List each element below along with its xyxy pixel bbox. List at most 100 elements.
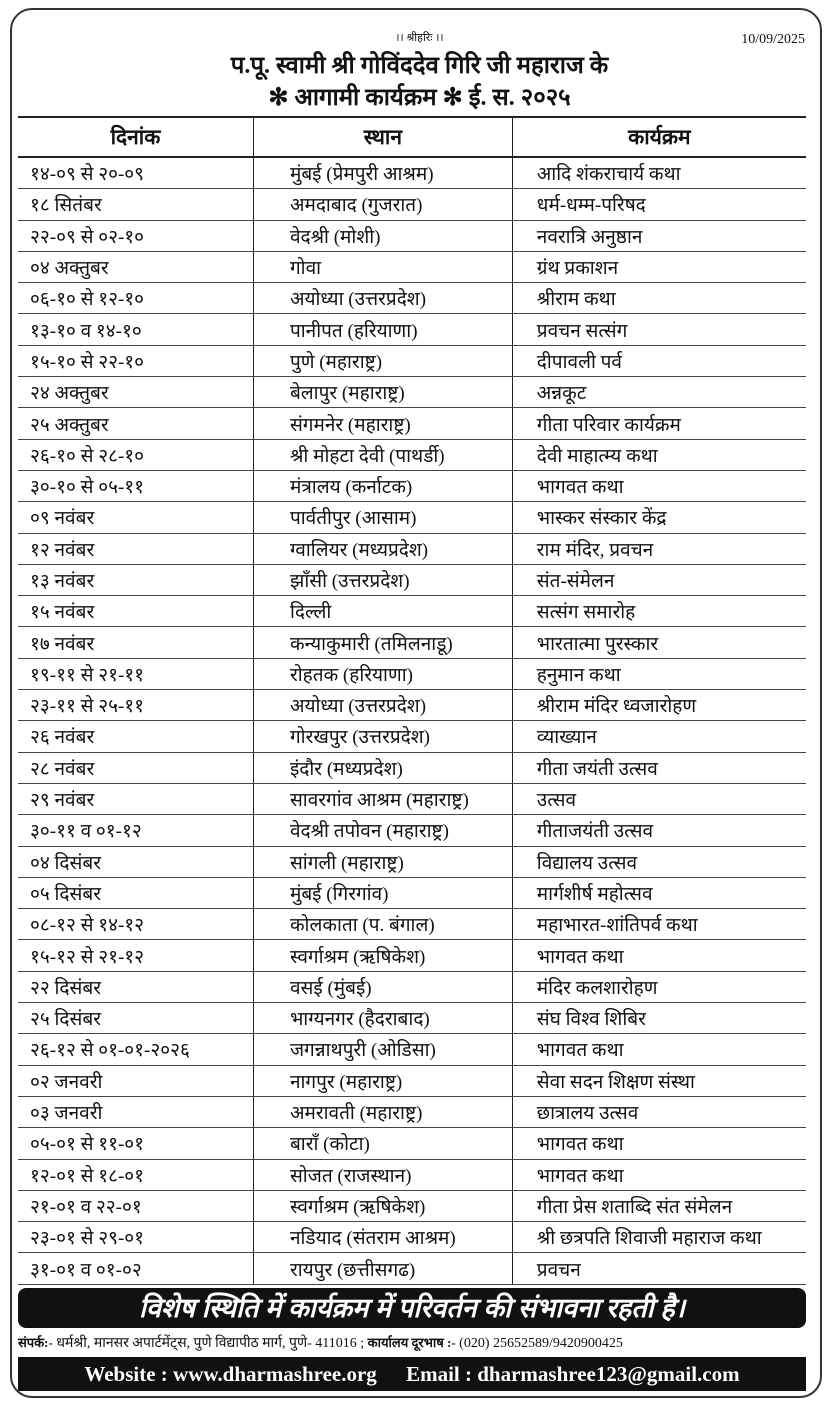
table-row: ०४ दिसंबर सांगली (महाराष्ट्र) विद्यालय उत्…	[18, 846, 806, 878]
cell-date: २६ नवंबर	[18, 720, 254, 753]
cell-place: अयोध्या (उत्तरप्रदेश)	[252, 689, 513, 722]
cell-program: व्याख्यान	[511, 720, 806, 753]
cell-program: नवरात्रि अनुष्ठान	[511, 220, 806, 252]
cell-place: मुंबई (प्रेमपुरी आश्रम)	[252, 157, 513, 190]
cell-date: २५ अक्तुबर	[18, 407, 254, 440]
cell-date: १७ नवंबर	[18, 626, 254, 659]
table-row: २९ नवंबर सावरगांव आश्रम (महाराष्ट्र) उत्सव	[18, 783, 806, 816]
cell-date: २४ अक्तुबर	[18, 376, 254, 409]
cell-date: २२ दिसंबर	[18, 971, 254, 1004]
cell-program: प्रवचन	[511, 1252, 806, 1285]
cell-date: १४-०९ से २०-०९	[18, 157, 254, 190]
column-header-place: स्थान	[252, 116, 513, 158]
cell-place: मुंबई (गिरगांव)	[252, 877, 513, 910]
cell-program: श्री छत्रपति शिवाजी महाराज कथा	[511, 1221, 806, 1254]
phone-label: कार्यालय दूरभाष :-	[367, 1335, 456, 1350]
cell-place: स्वर्गाश्रम (ऋषिकेश)	[252, 1190, 513, 1223]
cell-program: हनुमान कथा	[511, 658, 806, 691]
cell-date: ०६-१० से १२-१०	[18, 282, 254, 315]
cell-program: प्रवचन सत्संग	[511, 313, 806, 346]
cell-date: ०४ अक्तुबर	[18, 251, 254, 284]
cell-place: मंत्रालय (कर्नाटक)	[252, 470, 513, 503]
cell-place: बेलापुर (महाराष्ट्र)	[252, 376, 513, 409]
cell-program: भागवत कथा	[511, 470, 806, 503]
contact-line: संपर्क:- धर्मश्री, मानसर अपार्टमेंट्स, प…	[18, 1333, 818, 1352]
cell-place: झाँसी (उत्तरप्रदेश)	[252, 564, 513, 597]
cell-place: सांगली (महाराष्ट्र)	[252, 846, 513, 878]
schedule-table: दिनांक स्थान कार्यक्रम १४-०९ से २०-०९ मुं…	[18, 116, 806, 1285]
cell-date: १५ नवंबर	[18, 595, 254, 628]
cell-program: संत-संमेलन	[511, 564, 806, 597]
cell-date: ०४ दिसंबर	[18, 846, 254, 878]
table-row: २१-०१ व २२-०१ स्वर्गाश्रम (ऋषिकेश) गीता प्…	[18, 1190, 806, 1223]
table-row: १४-०९ से २०-०९ मुंबई (प्रेमपुरी आश्रम) आदि…	[18, 157, 806, 190]
cell-place: अयोध्या (उत्तरप्रदेश)	[252, 282, 513, 315]
table-row: १५-१० से २२-१० पुणे (महाराष्ट्र) दीपावली प…	[18, 345, 806, 378]
table-row: २२ दिसंबर वसई (मुंबई) मंदिर कलशारोहण	[18, 971, 806, 1004]
table-row: २४ अक्तुबर बेलापुर (महाराष्ट्र) अन्नकूट	[18, 376, 806, 409]
contact-label: संपर्क:-	[18, 1335, 53, 1350]
cell-program: गीता परिवार कार्यक्रम	[511, 407, 806, 440]
cell-program: गीताजयंती उत्सव	[511, 814, 806, 847]
cell-program: संघ विश्व शिबिर	[511, 1002, 806, 1035]
cell-program: अन्नकूट	[511, 376, 806, 409]
table-header-row: दिनांक स्थान कार्यक्रम	[18, 116, 806, 158]
table-row: २६-१२ से ०१-०१-२०२६ जगन्नाथपुरी (ओडिसा) भा…	[18, 1033, 806, 1066]
cell-date: २१-०१ व २२-०१	[18, 1190, 254, 1223]
cell-program: ग्रंथ प्रकाशन	[511, 251, 806, 284]
cell-place: वसई (मुंबई)	[252, 971, 513, 1004]
table-row: २६-१० से २८-१० श्री मोहटा देवी (पाथर्डी) द…	[18, 439, 806, 471]
website-link[interactable]: Website : www.dharmashree.org	[84, 1362, 377, 1386]
document-date: 10/09/2025	[741, 32, 805, 47]
cell-place: संगमनेर (महाराष्ट्र)	[252, 407, 513, 440]
page-subtitle: ✻ आगामी कार्यक्रम ✻ ई. स. २०२५	[268, 85, 571, 111]
cell-program: गीता प्रेस शताब्दि संत संमेलन	[511, 1190, 806, 1223]
cell-place: गोरखपुर (उत्तरप्रदेश)	[252, 720, 513, 753]
table-row: १७ नवंबर कन्याकुमारी (तमिलनाडू) भारतात्मा …	[18, 626, 806, 659]
cell-date: २२-०९ से ०२-१०	[18, 220, 254, 252]
cell-place: नडियाद (संतराम आश्रम)	[252, 1221, 513, 1254]
cell-program: छात्रालय उत्सव	[511, 1096, 806, 1129]
phone-number: (020) 25652589/9420900425	[455, 1336, 623, 1351]
table-row: १२ नवंबर ग्वालियर (मध्यप्रदेश) राम मंदिर, …	[18, 533, 806, 565]
email-link[interactable]: Email : dharmashree123@gmail.com	[406, 1362, 740, 1386]
table-row: १३ नवंबर झाँसी (उत्तरप्रदेश) संत-संमेलन	[18, 564, 806, 597]
cell-place: रायपुर (छत्तीसगढ)	[252, 1252, 513, 1285]
cell-place: ग्वालियर (मध्यप्रदेश)	[252, 533, 513, 565]
cell-program: भागवत कथा	[511, 1033, 806, 1066]
cell-date: १५-१२ से २१-१२	[18, 939, 254, 972]
table-row: ०५ दिसंबर मुंबई (गिरगांव) मार्गशीर्ष महोत्…	[18, 877, 806, 910]
cell-program: सेवा सदन शिक्षण संस्था	[511, 1065, 806, 1097]
table-row: ०९ नवंबर पार्वतीपुर (आसाम) भास्कर संस्कार …	[18, 501, 806, 534]
cell-date: ०८-१२ से १४-१२	[18, 908, 254, 941]
cell-program: श्रीराम मंदिर ध्वजारोहण	[511, 689, 806, 722]
cell-date: १३-१० व १४-१०	[18, 313, 254, 346]
cell-date: ०५ दिसंबर	[18, 877, 254, 910]
table-row: २५ दिसंबर भाग्यनगर (हैदराबाद) संघ विश्व शि…	[18, 1002, 806, 1035]
cell-program: राम मंदिर, प्रवचन	[511, 533, 806, 565]
cell-date: ३०-११ व ०१-१२	[18, 814, 254, 847]
table-row: ०३ जनवरी अमरावती (महाराष्ट्र) छात्रालय उत्…	[18, 1096, 806, 1129]
cell-place: वेदश्री (मोशी)	[252, 220, 513, 252]
cell-program: विद्यालय उत्सव	[511, 846, 806, 878]
cell-place: भाग्यनगर (हैदराबाद)	[252, 1002, 513, 1035]
cell-place: इंदौर (मध्यप्रदेश)	[252, 752, 513, 784]
cell-date: २५ दिसंबर	[18, 1002, 254, 1035]
table-row: ३०-१० से ०५-११ मंत्रालय (कर्नाटक) भागवत कथ…	[18, 470, 806, 503]
cell-date: २८ नवंबर	[18, 752, 254, 784]
table-row: ०६-१० से १२-१० अयोध्या (उत्तरप्रदेश) श्रीर…	[18, 282, 806, 315]
web-email-bar: Website : www.dharmashree.org Email : dh…	[18, 1357, 806, 1391]
cell-place: जगन्नाथपुरी (ओडिसा)	[252, 1033, 513, 1066]
cell-date: ३०-१० से ०५-११	[18, 470, 254, 503]
invocation: ।। श्रीहरिः ।।	[395, 32, 444, 44]
cell-place: पार्वतीपुर (आसाम)	[252, 501, 513, 534]
cell-date: २३-११ से २५-११	[18, 689, 254, 722]
cell-program: मंदिर कलशारोहण	[511, 971, 806, 1004]
table-row: २२-०९ से ०२-१० वेदश्री (मोशी) नवरात्रि अनु…	[18, 220, 806, 252]
cell-place: वेदश्री तपोवन (महाराष्ट्र)	[252, 814, 513, 847]
cell-place: नागपुर (महाराष्ट्र)	[252, 1065, 513, 1097]
cell-date: ०९ नवंबर	[18, 501, 254, 534]
cell-place: रोहतक (हरियाणा)	[252, 658, 513, 691]
cell-place: श्री मोहटा देवी (पाथर्डी)	[252, 439, 513, 471]
cell-place: सावरगांव आश्रम (महाराष्ट्र)	[252, 783, 513, 816]
